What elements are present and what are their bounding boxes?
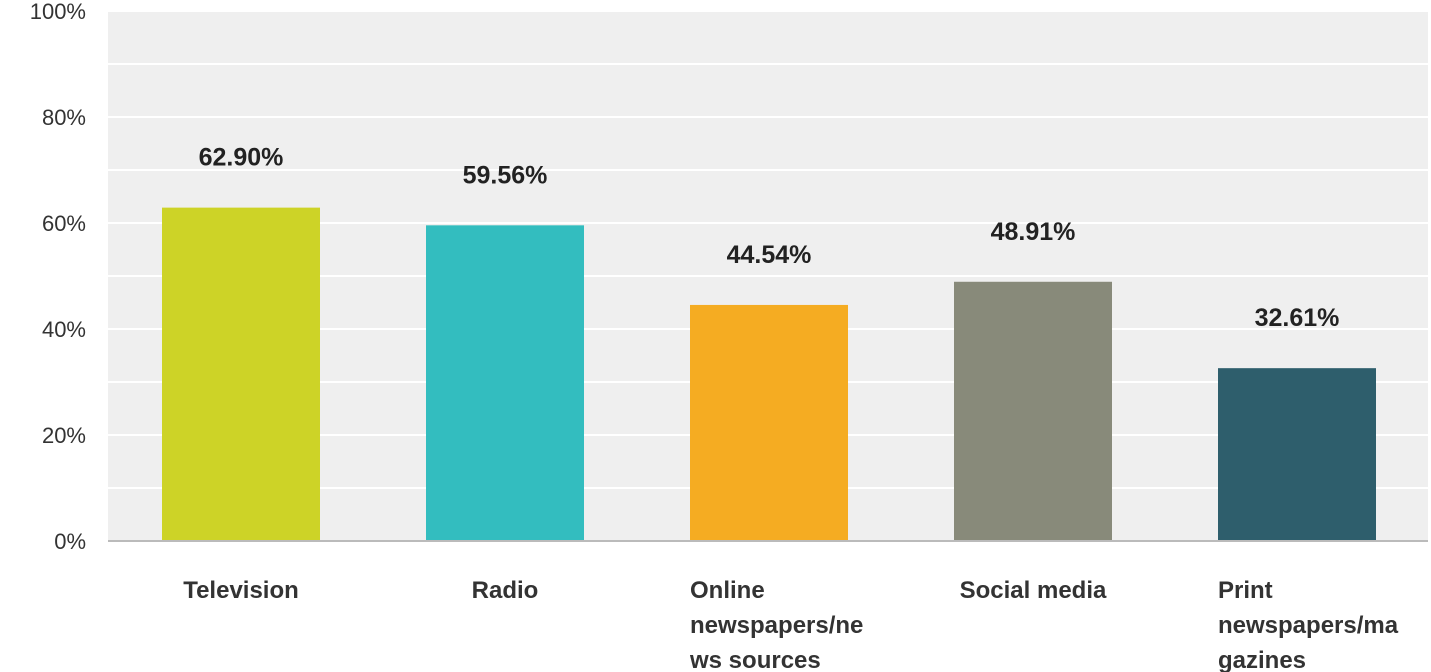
y-tick-label: 20% <box>42 423 86 448</box>
category-label: Radio <box>472 577 539 604</box>
bar <box>162 207 320 541</box>
bar <box>690 304 848 541</box>
data-labels: 62.90% 59.56% 44.54% 48.91% 32.61% <box>199 144 1340 333</box>
y-tick-label: 60% <box>42 211 86 236</box>
data-label: 59.56% <box>463 161 548 189</box>
bar <box>1218 368 1376 541</box>
y-tick-label: 80% <box>42 105 86 130</box>
bars <box>162 207 1376 541</box>
data-label: 32.61% <box>1255 304 1340 332</box>
category-label: Online newspapers/ne ws sources <box>689 577 863 672</box>
y-tick-label: 0% <box>54 529 86 554</box>
bar <box>954 281 1112 541</box>
category-label: Print newspapers/ma gazines <box>1218 577 1399 672</box>
data-label: 62.90% <box>199 144 284 172</box>
data-label: 44.54% <box>727 241 812 269</box>
category-labels: Television Radio Online newspapers/ne ws sou… <box>183 577 1399 672</box>
bar <box>426 225 584 541</box>
y-tick-label: 40% <box>42 317 86 342</box>
data-label: 48.91% <box>991 218 1076 246</box>
category-label: Television <box>183 577 299 604</box>
category-label: Social media <box>960 577 1107 604</box>
y-axis-tick-labels: 0% 20% 40% 60% 80% 100% <box>30 0 86 554</box>
y-tick-label: 100% <box>30 0 86 24</box>
